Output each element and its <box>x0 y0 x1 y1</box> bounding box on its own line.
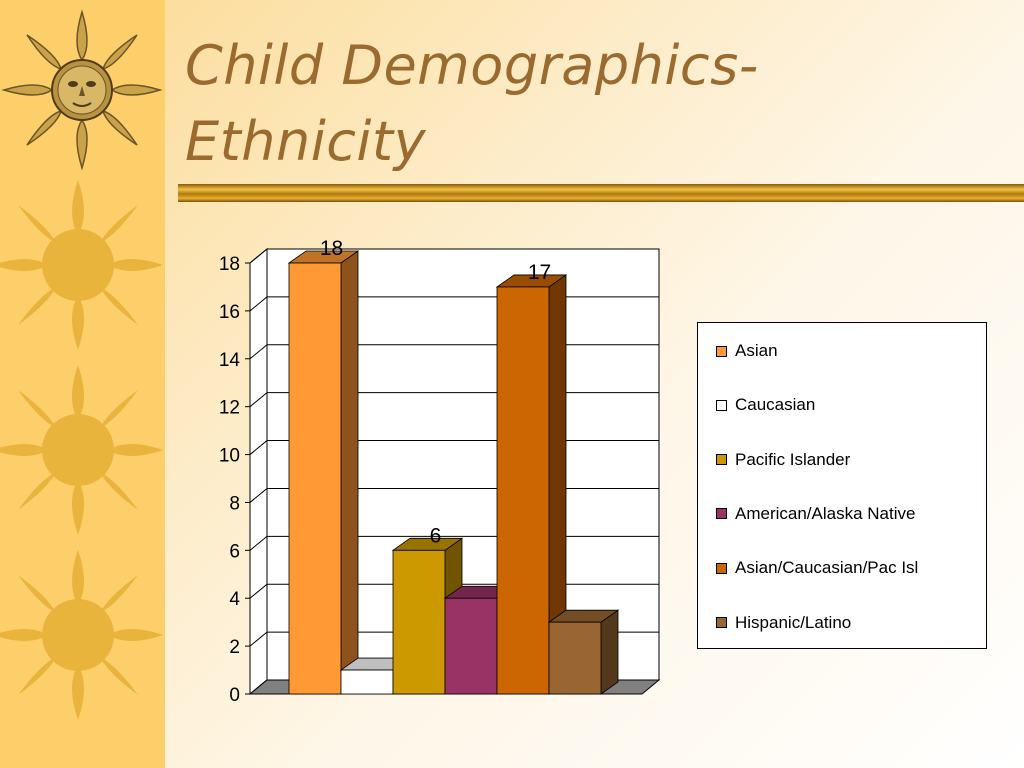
legend-swatch <box>716 508 727 520</box>
bar <box>340 669 394 695</box>
legend-label: Hispanic/Latino <box>735 612 852 632</box>
y-tick-label: 8 <box>229 493 240 514</box>
sun-icon <box>0 365 163 535</box>
y-tick-label: 16 <box>219 302 240 323</box>
legend-swatch <box>716 399 727 411</box>
chart-legend: Asian Caucasian Pacific Islander American/A… <box>697 322 987 649</box>
slide-title: Child Demographics- Ethnicity <box>185 28 1005 180</box>
sun-icon <box>0 180 163 350</box>
bar-side <box>600 609 619 695</box>
slide-title-line-2: Ethnicity <box>185 110 427 173</box>
bar <box>392 549 446 695</box>
bar <box>548 621 602 695</box>
legend-item: Hispanic/Latino <box>716 613 851 633</box>
data-label: 18 <box>320 237 343 260</box>
slide-title-line-1: Child Demographics- <box>185 34 759 97</box>
gridline <box>249 248 659 264</box>
chart-side-wall <box>249 247 268 696</box>
legend-swatch <box>716 562 727 574</box>
y-tick-label: 6 <box>229 541 240 562</box>
legend-item: American/Alaska Native <box>716 504 915 524</box>
legend-item: Caucasian <box>716 395 815 415</box>
legend-item: Asian/Caucasian/Pac Isl <box>716 558 918 578</box>
legend-item: Pacific Islander <box>716 450 850 470</box>
legend-swatch <box>716 617 727 628</box>
y-tick-label: 2 <box>229 637 240 658</box>
y-tick-label: 10 <box>219 446 240 467</box>
legend-swatch <box>716 345 727 357</box>
legend-item: Asian <box>716 341 778 361</box>
y-tick-label: 12 <box>219 398 240 419</box>
bar <box>444 597 498 695</box>
bar <box>288 262 342 695</box>
legend-label: American/Alaska Native <box>735 503 916 523</box>
sun-icon <box>0 550 163 720</box>
legend-label: Asian <box>735 341 778 360</box>
legend-label: Pacific Islander <box>735 449 851 469</box>
data-label: 6 <box>430 524 442 547</box>
y-tick-label: 18 <box>219 254 240 275</box>
y-tick-label: 0 <box>229 685 240 706</box>
title-divider <box>178 184 1024 202</box>
sun-face-icon <box>1 9 163 171</box>
bar <box>496 286 550 695</box>
bar-side <box>340 250 359 695</box>
y-tick-label: 4 <box>229 589 240 610</box>
legend-label: Asian/Caucasian/Pac Isl <box>735 558 919 578</box>
legend-swatch <box>716 454 727 466</box>
legend-label: Caucasian <box>735 395 816 415</box>
sun-sidebar <box>0 0 165 768</box>
data-label: 17 <box>528 261 551 284</box>
y-tick-label: 14 <box>219 350 241 371</box>
